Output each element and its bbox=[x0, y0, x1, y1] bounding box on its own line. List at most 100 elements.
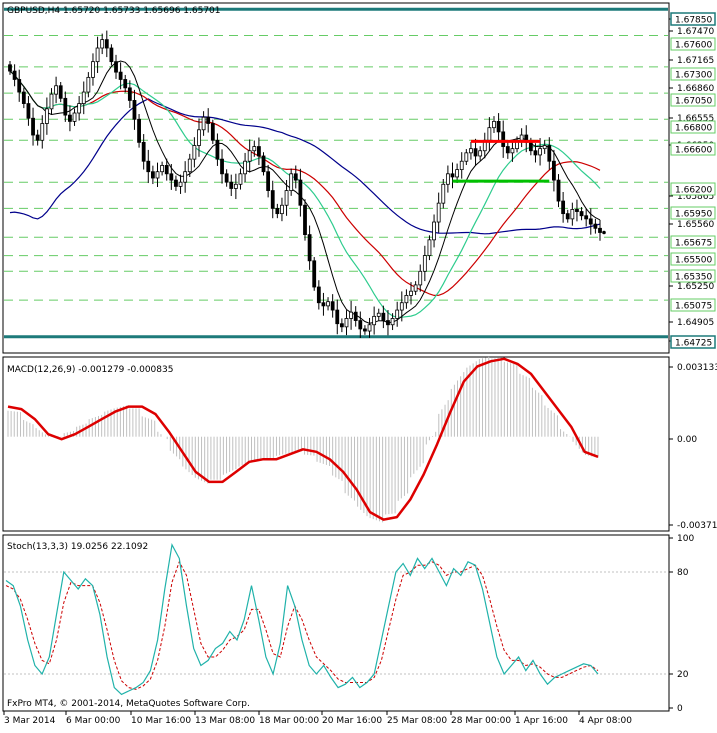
level-label: 1.65350 bbox=[675, 273, 712, 283]
candle-body bbox=[501, 131, 506, 147]
stoch-tick-label: 20 bbox=[677, 670, 689, 680]
macd-signal-line bbox=[7, 357, 599, 521]
candle-body bbox=[307, 234, 312, 262]
candle-body bbox=[335, 309, 340, 325]
symbol-title: GBPUSD,H4 1.65720 1.65733 1.65696 1.6570… bbox=[7, 6, 221, 16]
price-tick-label: 1.65865 bbox=[677, 192, 714, 202]
candle-body bbox=[132, 100, 137, 120]
candle-body bbox=[450, 173, 455, 178]
candle-body bbox=[137, 118, 141, 143]
candle-body bbox=[565, 213, 570, 220]
price-tick-label: 1.66860 bbox=[677, 84, 714, 94]
candle-body bbox=[192, 145, 197, 160]
candle-body bbox=[95, 47, 100, 63]
candle-body bbox=[257, 146, 261, 157]
price-tick-label: 1.64905 bbox=[677, 318, 714, 328]
candle-body bbox=[123, 79, 128, 89]
level-label-box bbox=[670, 298, 716, 312]
candle-body bbox=[155, 171, 160, 179]
candle-body bbox=[220, 158, 224, 175]
candle-body bbox=[395, 309, 400, 319]
candle-body bbox=[413, 284, 418, 292]
candle-body bbox=[54, 85, 58, 95]
time-tick-label: 10 Mar 16:00 bbox=[131, 716, 191, 726]
candle-body bbox=[58, 85, 63, 99]
candle-body bbox=[215, 139, 220, 160]
time-tick-label: 25 Mar 08:00 bbox=[387, 716, 447, 726]
candle-body bbox=[12, 70, 17, 80]
candle-body bbox=[44, 108, 49, 124]
candle-body bbox=[293, 173, 298, 181]
candle-body bbox=[275, 207, 280, 215]
candle-body bbox=[492, 120, 496, 129]
macd-panel-frame bbox=[2, 356, 670, 532]
macd-tick-label: -0.003714 bbox=[677, 521, 717, 531]
sma-medium-line bbox=[9, 70, 601, 318]
level-label: 1.65500 bbox=[675, 256, 712, 266]
candle-body bbox=[432, 221, 436, 241]
level-label-box bbox=[670, 252, 716, 266]
candle-body bbox=[575, 209, 579, 212]
candle-body bbox=[77, 103, 82, 114]
candle-body bbox=[598, 227, 602, 233]
candle-body bbox=[49, 93, 54, 110]
candle-body bbox=[469, 148, 473, 154]
level-label: 1.67850 bbox=[675, 16, 712, 26]
candle-body bbox=[270, 190, 275, 209]
candle-body bbox=[399, 302, 404, 311]
candle-body bbox=[339, 323, 344, 328]
candle-body bbox=[183, 171, 188, 183]
level-label: 1.64725 bbox=[675, 339, 712, 349]
main-price-layer bbox=[4, 7, 668, 339]
price-tick-label: 1.65560 bbox=[677, 220, 714, 230]
level-label: 1.66200 bbox=[675, 186, 712, 196]
time-tick-label: 1 Apr 16:00 bbox=[515, 716, 568, 726]
level-label: 1.67600 bbox=[675, 41, 712, 51]
candle-body bbox=[418, 270, 423, 286]
candle-body bbox=[436, 202, 441, 223]
time-tick-label: 4 Apr 08:00 bbox=[579, 716, 632, 726]
stoch-layer bbox=[4, 542, 668, 696]
stoch-panel-frame bbox=[2, 534, 670, 712]
candle-body bbox=[252, 146, 257, 152]
candle-body bbox=[381, 312, 386, 321]
candle-body bbox=[455, 169, 460, 178]
candle-body bbox=[510, 148, 515, 154]
candle-body bbox=[104, 39, 109, 49]
candle-body bbox=[344, 318, 349, 328]
candle-body bbox=[422, 255, 427, 272]
time-tick-label: 13 Mar 08:00 bbox=[195, 716, 255, 726]
candle-body bbox=[174, 179, 178, 187]
level-label-box bbox=[670, 37, 716, 51]
candle-body bbox=[593, 223, 598, 229]
candle-body bbox=[164, 165, 169, 175]
candle-body bbox=[588, 218, 593, 225]
candle-body bbox=[68, 114, 72, 122]
candle-body bbox=[289, 173, 294, 191]
candle-body bbox=[280, 204, 284, 215]
candle-body bbox=[178, 181, 183, 187]
candle-body bbox=[312, 260, 317, 288]
candle-body bbox=[579, 211, 584, 217]
candle-body bbox=[160, 165, 165, 173]
candle-body bbox=[201, 116, 206, 131]
candle-body bbox=[496, 120, 501, 133]
candle-body bbox=[473, 148, 478, 157]
candle-body bbox=[233, 183, 238, 189]
candle-body bbox=[409, 290, 413, 296]
time-tick-label: 20 Mar 16:00 bbox=[322, 716, 382, 726]
stoch-main-line bbox=[5, 542, 599, 696]
level-label-box bbox=[670, 269, 716, 283]
candle-body bbox=[326, 301, 330, 307]
candle-body bbox=[35, 134, 40, 141]
price-tick-label: 1.66555 bbox=[677, 114, 714, 124]
candle-body bbox=[91, 61, 95, 78]
candle-body bbox=[40, 123, 45, 141]
candle-body bbox=[316, 286, 321, 304]
candle-body bbox=[519, 134, 524, 141]
stoch-tick-label: 80 bbox=[677, 568, 689, 578]
candle-body bbox=[584, 215, 589, 220]
level-label: 1.66600 bbox=[675, 146, 712, 156]
candle-body bbox=[561, 200, 566, 215]
